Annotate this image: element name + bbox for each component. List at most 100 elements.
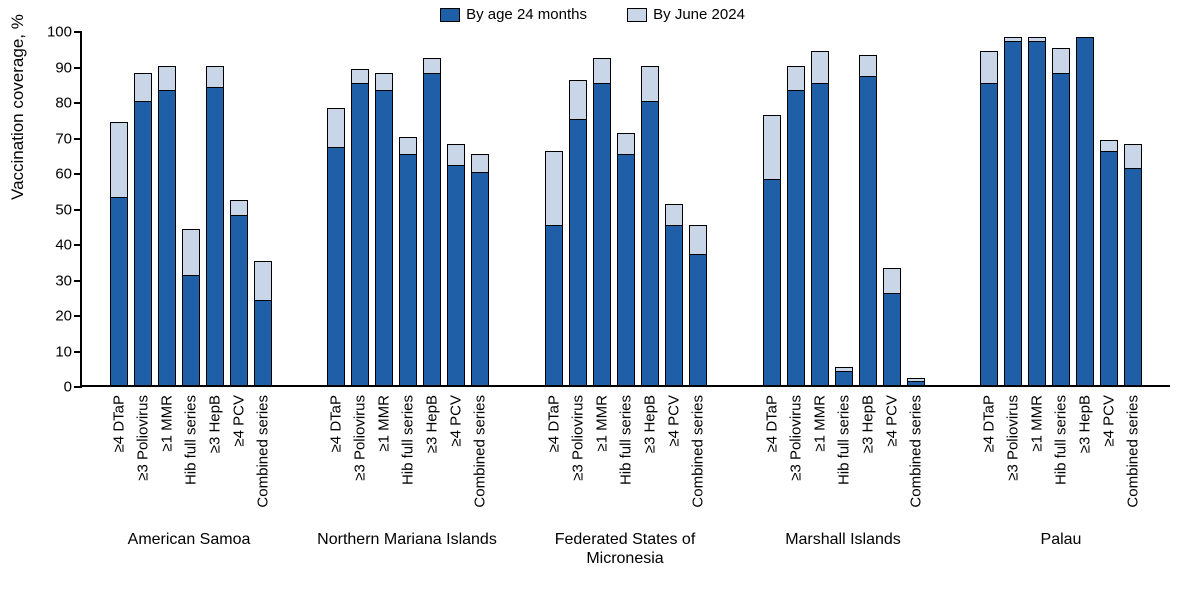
y-tick-label: 30 [34,272,72,289]
bar: ≥4 PCV [1100,32,1118,385]
group-label: Palau [952,530,1170,568]
bar-seg-by24 [351,83,369,385]
bar: ≥4 DTaP [327,32,345,385]
bar-seg-by24 [206,87,224,385]
bar: ≥3 HepB [859,32,877,385]
group-label: American Samoa [80,530,298,568]
bar: ≥3 HepB [206,32,224,385]
bar-seg-by24 [1124,168,1142,385]
bar-seg-by24 [1076,37,1094,385]
vaccine-label: ≥4 DTaP [981,395,998,452]
bar: ≥4 PCV [883,32,901,385]
bar-seg-byjun [1100,140,1118,151]
y-tick-label: 80 [34,95,72,112]
bar-seg-byjun [254,261,272,300]
bar-seg-byjun [182,229,200,275]
bar: Hib full series [835,32,853,385]
bar-seg-byjun [423,58,441,72]
bar-seg-byjun [811,51,829,83]
bar-seg-byjun [110,122,128,197]
bar-seg-by24 [883,293,901,385]
bar-seg-by24 [182,275,200,385]
vaccine-label: ≥3 HepB [424,395,441,453]
swatch-byjun [627,8,647,22]
vaccine-label: ≥1 MMR [158,395,175,452]
bar-seg-byjun [134,73,152,101]
vaccine-label: Hib full series [617,395,634,485]
y-tick [74,31,82,33]
bar: ≥3 HepB [423,32,441,385]
group: ≥4 DTaP≥3 Poliovirus≥1 MMRHib full serie… [517,32,735,385]
bar-seg-byjun [351,69,369,83]
vaccine-label: Combined series [472,395,489,508]
bar-seg-by24 [447,165,465,385]
bar-seg-by24 [471,172,489,385]
bar: Combined series [1124,32,1142,385]
vaccine-label: Hib full series [835,395,852,485]
bar-seg-byjun [689,225,707,253]
y-tick [74,209,82,211]
group-labels-row: American SamoaNorthern Mariana IslandsFe… [80,530,1170,568]
y-tick [74,280,82,282]
bar-seg-by24 [134,101,152,385]
y-tick-label: 50 [34,201,72,218]
bar-seg-byjun [158,66,176,91]
vaccine-label: ≥4 PCV [448,395,465,447]
group-label: Federated States of Micronesia [516,530,734,568]
bar: ≥4 DTaP [110,32,128,385]
bar-seg-byjun [230,200,248,214]
bar-seg-byjun [375,73,393,91]
bar: ≥3 Poliovirus [569,32,587,385]
bar: ≥3 HepB [641,32,659,385]
bar-seg-byjun [1124,144,1142,169]
y-tick [74,386,82,388]
vaccine-label: ≥3 HepB [859,395,876,453]
bar-seg-by24 [763,179,781,385]
y-tick [74,138,82,140]
bar-seg-byjun [617,133,635,154]
vaccine-label: ≥3 Poliovirus [134,395,151,481]
bar-seg-by24 [593,83,611,385]
vaccine-label: Combined series [1125,395,1142,508]
y-tick-label: 90 [34,59,72,76]
vaccine-label: ≥4 PCV [1101,395,1118,447]
y-tick [74,244,82,246]
group-label: Northern Mariana Islands [298,530,516,568]
y-tick-label: 0 [34,379,72,396]
vaccine-label: ≥4 PCV [665,395,682,447]
bar: ≥4 DTaP [980,32,998,385]
bar-seg-by24 [980,83,998,385]
bar: Hib full series [617,32,635,385]
vaccine-label: ≥3 Poliovirus [1005,395,1022,481]
bar: ≥4 PCV [230,32,248,385]
bar-seg-by24 [617,154,635,385]
y-axis-label: Vaccination coverage, % [8,14,28,200]
bar-seg-byjun [593,58,611,83]
bar-seg-byjun [206,66,224,87]
bar-seg-byjun [980,51,998,83]
vaccine-label: ≥1 MMR [811,395,828,452]
bar: ≥1 MMR [375,32,393,385]
bar: Combined series [907,32,925,385]
group-label: Marshall Islands [734,530,952,568]
swatch-by24 [440,8,460,22]
bar: Combined series [689,32,707,385]
bar-seg-byjun [665,204,683,225]
legend-label-by24: By age 24 months [466,6,587,23]
vaccine-label: ≥4 DTaP [545,395,562,452]
bar: ≥3 Poliovirus [134,32,152,385]
group: ≥4 DTaP≥3 Poliovirus≥1 MMRHib full serie… [735,32,953,385]
bar-seg-by24 [859,76,877,385]
bar-seg-by24 [158,90,176,385]
vaccine-label: Combined series [907,395,924,508]
bar: Hib full series [1052,32,1070,385]
bar: ≥1 MMR [1028,32,1046,385]
vaccine-label: ≥3 Poliovirus [787,395,804,481]
bar: ≥3 Poliovirus [787,32,805,385]
bar-seg-by24 [907,381,925,385]
y-tick-label: 70 [34,130,72,147]
bar-seg-by24 [811,83,829,385]
bar: ≥4 PCV [447,32,465,385]
bar: ≥1 MMR [593,32,611,385]
bar-seg-by24 [545,225,563,385]
